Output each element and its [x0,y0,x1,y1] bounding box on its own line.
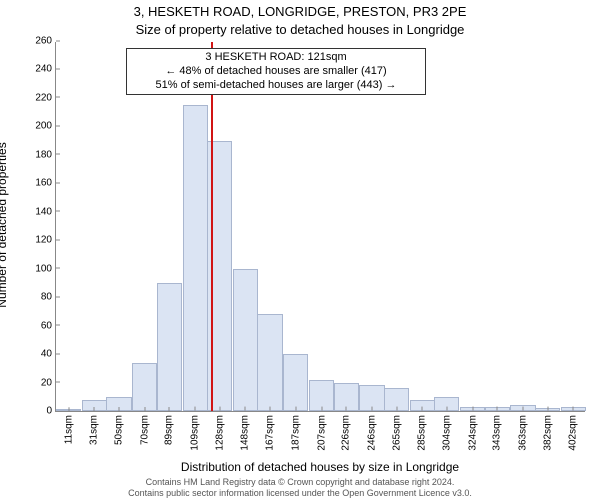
histogram-bar [132,363,157,411]
y-tick-label: 100 [35,263,56,274]
attribution-line: Contains public sector information licen… [0,488,600,498]
y-tick-label: 200 [35,121,56,132]
x-tick-label: 11sqm [63,411,74,444]
x-tick-label: 128sqm [214,411,225,451]
attribution-line: Contains HM Land Registry data © Crown c… [0,477,600,487]
x-tick-label: 187sqm [290,411,301,451]
x-tick-label: 382sqm [542,411,553,451]
y-axis-label: Number of detached properties [0,60,9,225]
title-line-1: 3, HESKETH ROAD, LONGRIDGE, PRESTON, PR3… [0,4,600,19]
title-line-2: Size of property relative to detached ho… [0,22,600,37]
x-tick-label: 50sqm [113,411,124,445]
x-tick-label: 285sqm [417,411,428,451]
x-tick-label: 226sqm [341,411,352,451]
x-tick-label: 265sqm [391,411,402,451]
histogram-bar [283,354,308,411]
annotation-line: ← 48% of detached houses are smaller (41… [133,65,419,79]
x-tick-label: 246sqm [366,411,377,451]
x-tick-label: 363sqm [518,411,529,451]
annotation-line: 3 HESKETH ROAD: 121sqm [133,51,419,65]
x-tick-label: 70sqm [139,411,150,445]
annotation-line: 51% of semi-detached houses are larger (… [133,79,419,93]
y-tick-label: 40 [41,349,56,360]
x-tick-label: 304sqm [441,411,452,451]
x-tick-label: 109sqm [190,411,201,451]
y-tick-label: 180 [35,149,56,160]
x-axis-label: Distribution of detached houses by size … [55,460,585,474]
x-tick-label: 31sqm [89,411,100,445]
y-tick-label: 260 [35,36,56,47]
x-tick-label: 207sqm [316,411,327,451]
x-tick-label: 343sqm [492,411,503,451]
histogram-bar [233,269,258,411]
y-tick-label: 20 [41,377,56,388]
y-tick-label: 140 [35,206,56,217]
histogram-bar [257,314,282,411]
y-tick-label: 240 [35,64,56,75]
y-tick-label: 220 [35,92,56,103]
y-tick-label: 160 [35,178,56,189]
x-tick-label: 167sqm [265,411,276,451]
x-tick-label: 89sqm [164,411,175,445]
y-tick-label: 120 [35,235,56,246]
reference-line [211,42,213,411]
x-tick-label: 402sqm [568,411,579,451]
histogram-bar [157,283,182,411]
y-tick-label: 80 [41,292,56,303]
x-tick-label: 148sqm [240,411,251,451]
chart-plot-area: 02040608010012014016018020022024026011sq… [55,42,585,412]
x-tick-label: 324sqm [467,411,478,451]
attribution-text: Contains HM Land Registry data © Crown c… [0,477,600,498]
y-tick-label: 0 [46,406,56,417]
y-tick-label: 60 [41,320,56,331]
annotation-box: 3 HESKETH ROAD: 121sqm← 48% of detached … [126,48,426,95]
histogram-bar [183,105,208,411]
